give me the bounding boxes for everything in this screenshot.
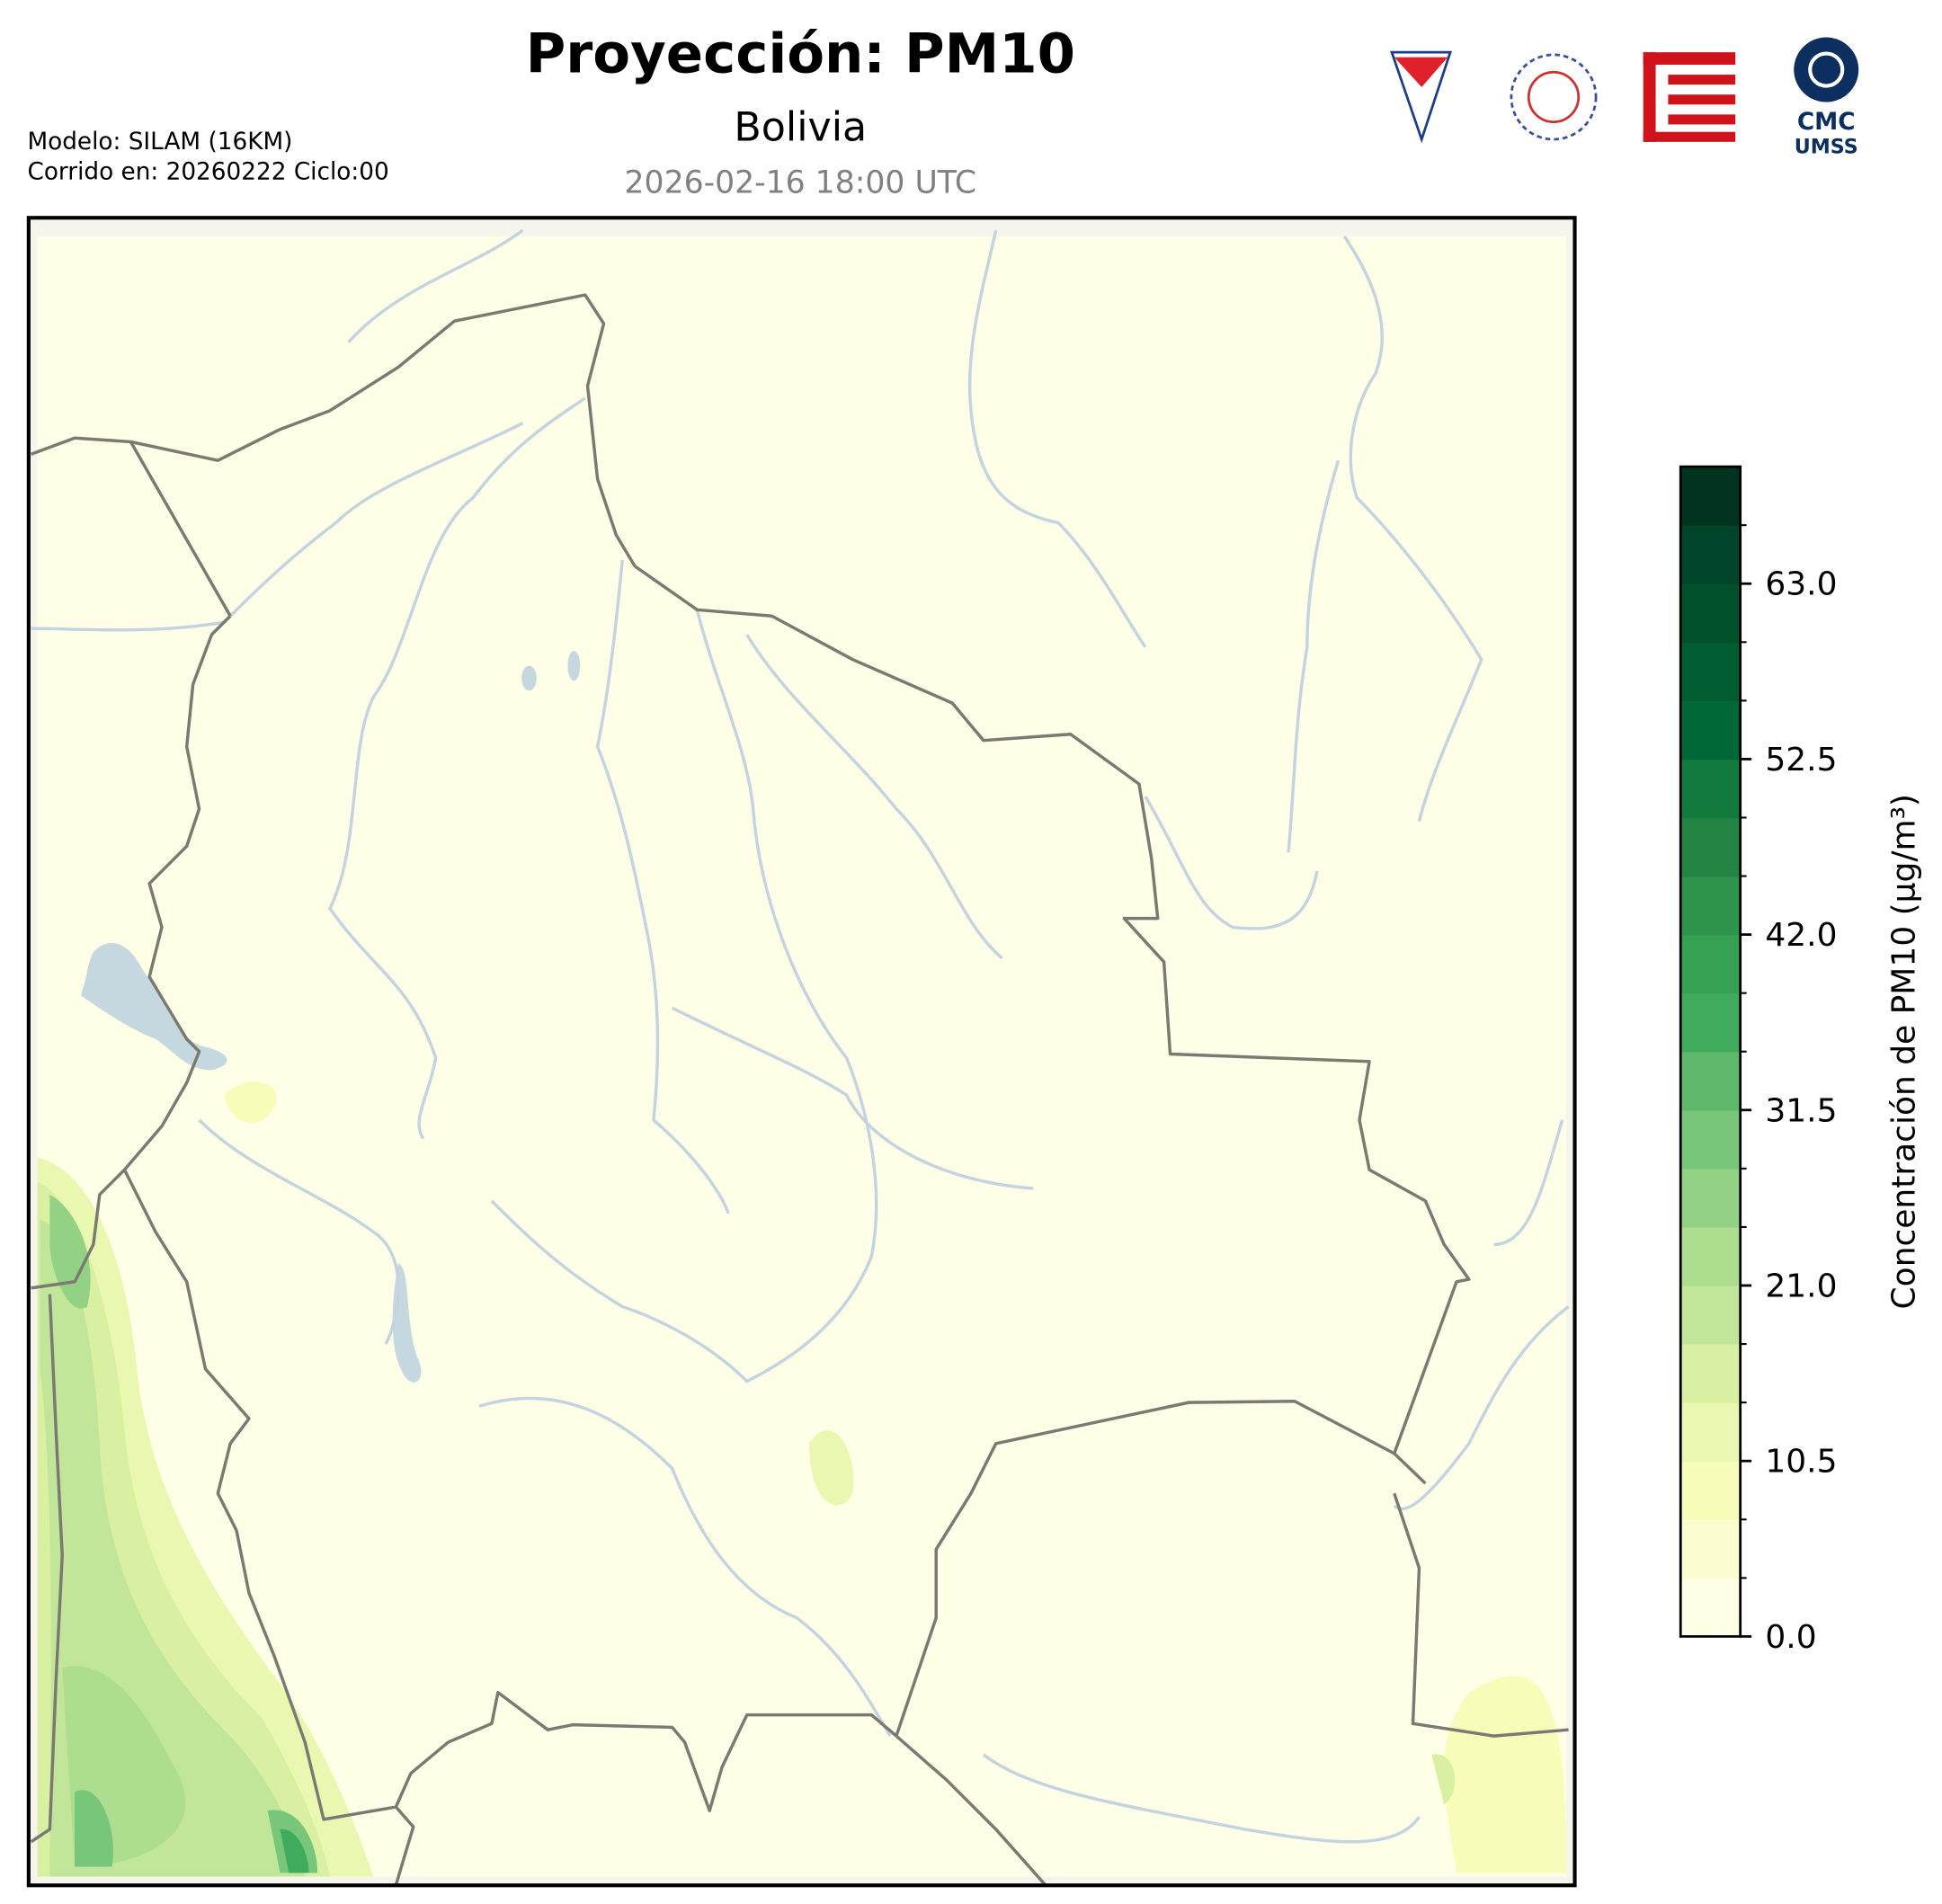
colorbar-level: [1680, 1285, 1741, 1345]
colorbar-tick-label: 0.0: [1765, 1619, 1816, 1656]
colorbar-label: Concentración de PM10 (μg/m³): [1886, 794, 1923, 1309]
colorbar-level: [1680, 817, 1741, 877]
colorbar-level: [1680, 1168, 1741, 1228]
colorbar-tick-label: 52.5: [1765, 742, 1837, 779]
colorbar-level: [1680, 1051, 1741, 1111]
pm10-field: [37, 1081, 1566, 1877]
model-info: Modelo: SILAM (16KM): [27, 129, 292, 156]
logo-text: CMC: [1797, 109, 1856, 136]
borders: [30, 293, 1569, 1886]
run-info: Corrido en: 20260222 Ciclo:00: [27, 158, 388, 185]
logos: CMC UMSS: [1390, 37, 1859, 158]
colorbar-level: [1680, 642, 1741, 702]
valid-time: 2026-02-16 18:00 UTC: [625, 165, 977, 201]
colorbar-level: [1680, 992, 1741, 1053]
colorbar-level: [1680, 1226, 1741, 1286]
subtitle: Bolivia: [734, 104, 867, 150]
colorbar-tick-label: 10.5: [1765, 1444, 1837, 1481]
colorbar-level: [1680, 1519, 1741, 1579]
colorbar: 0.0 10.5 21.0 31.5 42.0 52.5 63.0: [1679, 465, 1838, 1656]
colorbar-level: [1680, 1461, 1741, 1520]
colorbar-level: [1680, 876, 1741, 936]
colorbar-level: [1680, 700, 1741, 761]
rivers: [31, 228, 1570, 1844]
colorbar-tick-label: 31.5: [1765, 1092, 1837, 1129]
colorbar-level: [1680, 1578, 1741, 1638]
colorbar-level: [1680, 583, 1741, 643]
map: [28, 218, 1575, 1886]
colorbar-level: [1680, 1344, 1741, 1403]
colorbar-level: [1680, 1109, 1741, 1170]
colorbar-level: [1680, 467, 1741, 526]
colorbar-level: [1680, 1402, 1741, 1462]
colorbar-level: [1680, 759, 1741, 819]
colorbar-tick-label: 21.0: [1765, 1268, 1837, 1304]
colorbar-level: [1680, 525, 1741, 584]
colorbar-level: [1680, 934, 1741, 994]
colorbar-tick-label: 63.0: [1765, 566, 1837, 603]
map-frame: [26, 216, 1577, 1888]
colorbar-tick-label: 42.0: [1765, 917, 1837, 954]
title: Proyección: PM10: [526, 22, 1075, 85]
logo-text: UMSS: [1795, 135, 1858, 158]
colorbar-frame: [1679, 465, 1742, 1638]
